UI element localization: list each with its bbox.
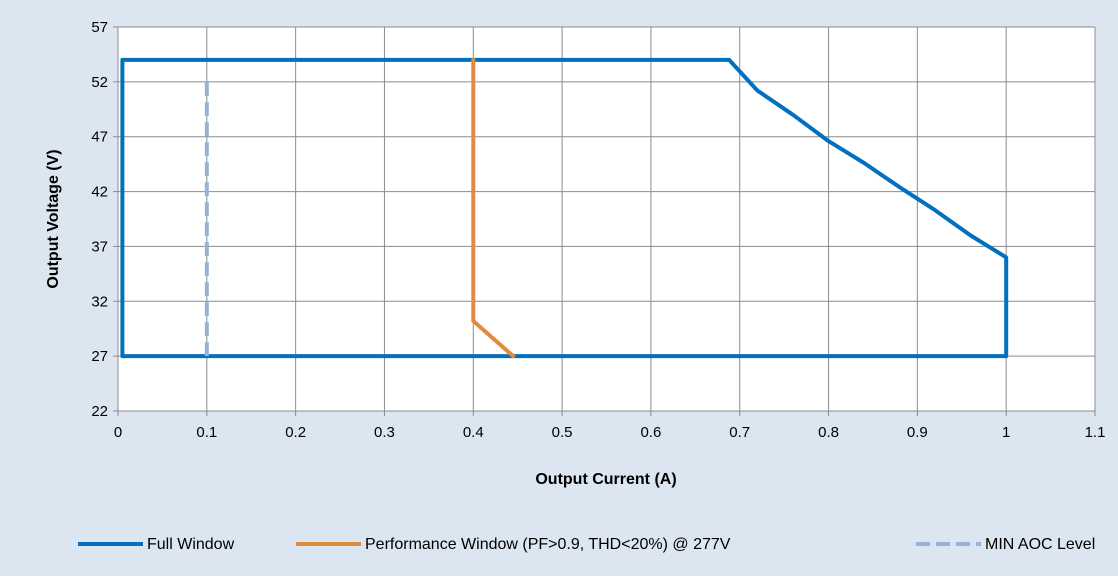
x-tick-label: 0.8	[818, 424, 839, 441]
x-axis-title: Output Current (A)	[535, 471, 676, 488]
y-tick-label: 52	[91, 74, 108, 91]
x-tick-label: 0.7	[729, 424, 750, 441]
x-tick-label: 0.9	[907, 424, 928, 441]
tick-labels: 22 27 32 37 42 47 52 57 0 0.1 0.2 0.3 0.4 0.5 0.6 0.7 0.…	[91, 19, 1105, 441]
series-line-performance-window-pf-0-9-thd-20-277v	[471, 57, 516, 359]
axes	[113, 26, 1096, 416]
y-tick-label: 57	[91, 19, 108, 36]
y-tick-label: 42	[91, 184, 108, 201]
x-tick-label: 1	[1002, 424, 1010, 441]
x-tick-label: 0	[114, 424, 122, 441]
y-tick-label: 22	[91, 403, 108, 420]
series-lines	[120, 57, 1009, 359]
y-tick-label: 37	[91, 238, 108, 255]
x-tick-label: 0.1	[196, 424, 217, 441]
legend-label-performance-window-pf-0-9-thd-20-277v: Performance Window (PF>0.9, THD<20%) @ 2…	[365, 536, 731, 553]
y-tick-label: 32	[91, 293, 108, 310]
x-tick-label: 1.1	[1085, 424, 1106, 441]
x-tick-label: 0.3	[374, 424, 395, 441]
legend: Full Window Performance Window (PF>0.9, T…	[78, 536, 1095, 553]
y-axis-title: Output Voltage (V)	[45, 149, 62, 288]
x-tick-label: 0.2	[285, 424, 306, 441]
x-tick-label: 0.5	[552, 424, 573, 441]
y-tick-label: 47	[91, 129, 108, 146]
y-tick-label: 27	[91, 348, 108, 365]
legend-label-min-aoc-level: MIN AOC Level	[985, 536, 1095, 553]
series-line-full-window	[120, 57, 1009, 359]
plot-area	[118, 27, 1095, 411]
x-tick-label: 0.6	[640, 424, 661, 441]
x-tick-label: 0.4	[463, 424, 484, 441]
legend-label-full-window: Full Window	[147, 536, 235, 553]
